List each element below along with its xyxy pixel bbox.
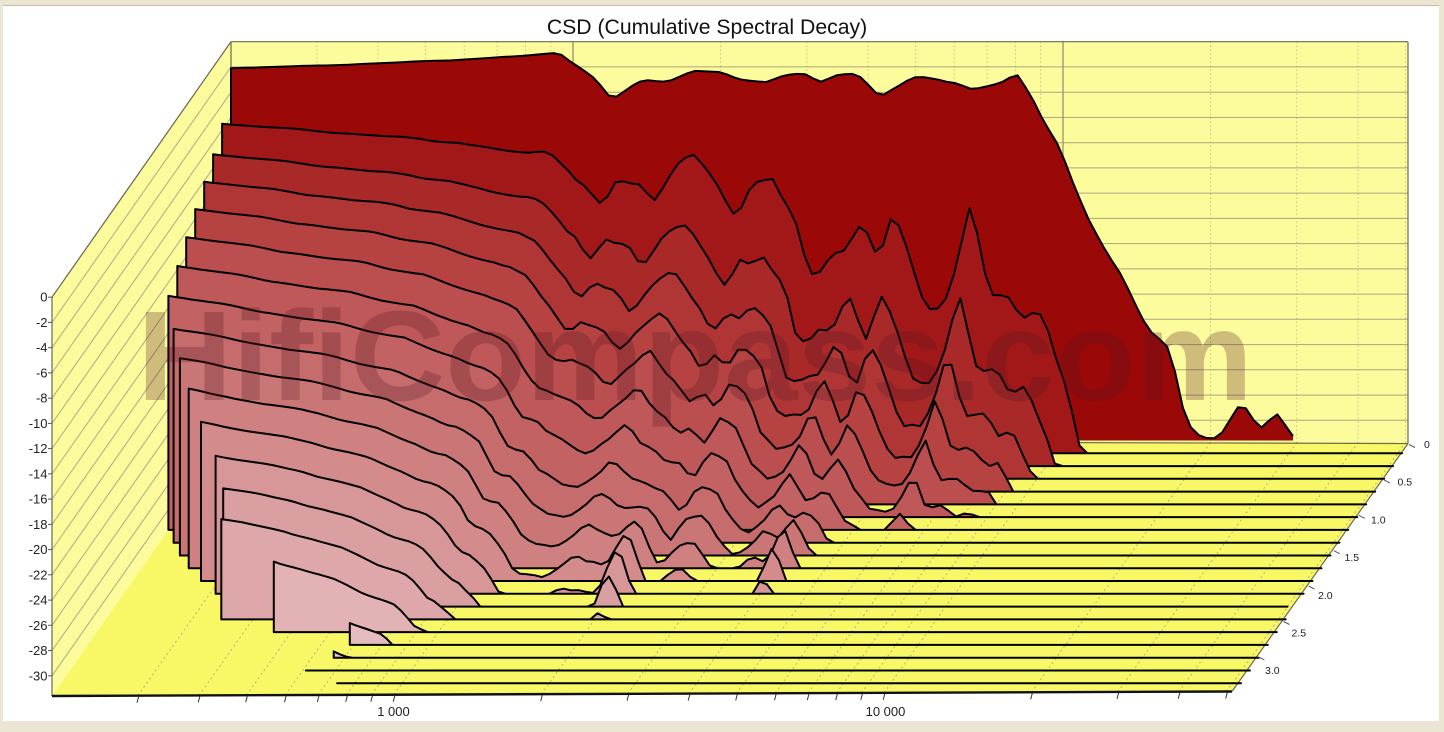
svg-text:-16: -16 xyxy=(29,492,48,507)
svg-text:0: 0 xyxy=(1424,439,1430,451)
svg-text:10 000: 10 000 xyxy=(866,704,906,719)
svg-text:-20: -20 xyxy=(29,542,48,557)
svg-text:-22: -22 xyxy=(29,567,48,582)
svg-text:0.5: 0.5 xyxy=(1398,477,1413,489)
svg-text:2.5: 2.5 xyxy=(1292,628,1307,640)
svg-text:-2: -2 xyxy=(36,315,48,330)
svg-text:-14: -14 xyxy=(29,466,48,481)
svg-text:1.5: 1.5 xyxy=(1345,552,1360,564)
svg-text:-6: -6 xyxy=(36,365,48,380)
svg-text:-12: -12 xyxy=(29,441,48,456)
svg-text:3.0: 3.0 xyxy=(1265,665,1280,677)
svg-text:1 000: 1 000 xyxy=(377,704,410,719)
svg-text:-10: -10 xyxy=(29,416,48,431)
svg-text:CSD (Cumulative Spectral Decay: CSD (Cumulative Spectral Decay) xyxy=(547,16,867,39)
svg-text:2.0: 2.0 xyxy=(1318,590,1333,602)
svg-text:-18: -18 xyxy=(29,517,48,532)
svg-text:-26: -26 xyxy=(29,618,48,633)
svg-text:HifiCompass.com: HifiCompass.com xyxy=(137,285,1253,428)
svg-text:0: 0 xyxy=(40,290,47,305)
svg-text:-8: -8 xyxy=(36,391,48,406)
svg-text:1.0: 1.0 xyxy=(1371,514,1386,526)
svg-text:-28: -28 xyxy=(29,643,48,658)
svg-text:-4: -4 xyxy=(36,340,48,355)
svg-text:-30: -30 xyxy=(29,668,48,683)
svg-text:-24: -24 xyxy=(29,593,48,608)
